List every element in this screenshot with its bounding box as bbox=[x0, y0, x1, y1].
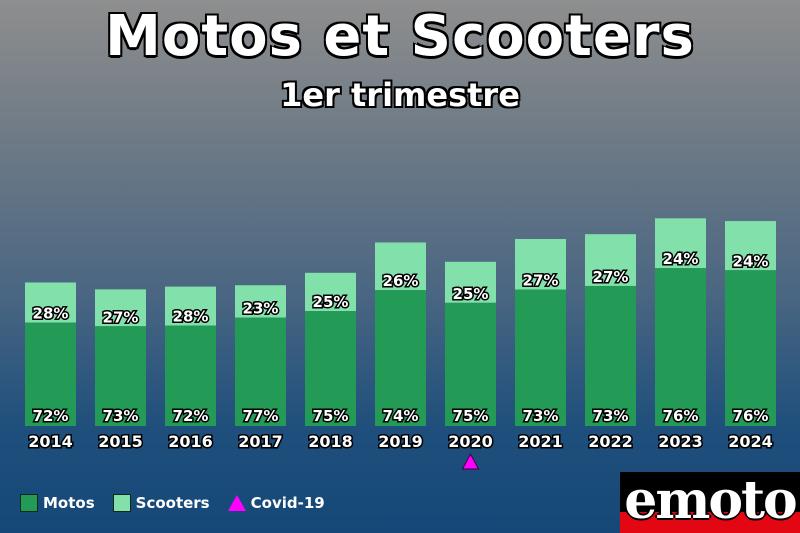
bar-scooters-2017 bbox=[235, 285, 286, 318]
emoto-logo: emoto bbox=[620, 472, 800, 533]
bar-motos-2021 bbox=[515, 289, 566, 426]
bar-scooters-2015 bbox=[95, 289, 146, 327]
stacked-bar-chart: 28% 72% 2014 27% 73% 2015 28% 72% 2016 23% 77% 2017… bbox=[25, 218, 776, 470]
bar-motos-2024 bbox=[725, 270, 776, 426]
label-motos-2023: 76% bbox=[663, 407, 699, 425]
legend-item-motos: Motos bbox=[20, 494, 95, 512]
bar-motos-2016 bbox=[165, 325, 216, 426]
bar-motos-2017 bbox=[235, 317, 286, 426]
bar-motos-2023 bbox=[655, 268, 706, 426]
label-motos-2024: 76% bbox=[733, 407, 769, 425]
label-motos-2020: 75% bbox=[453, 407, 489, 425]
label-scooters-2022: 27% bbox=[593, 268, 629, 286]
bar-motos-2020 bbox=[445, 302, 496, 426]
label-scooters-2021: 27% bbox=[523, 271, 559, 289]
logo-text: emoto bbox=[624, 472, 798, 531]
bar-motos-2015 bbox=[95, 326, 146, 426]
bar-scooters-2021 bbox=[515, 239, 566, 290]
x-tick-2022: 2022 bbox=[588, 432, 633, 451]
x-tick-2023: 2023 bbox=[658, 432, 703, 451]
legend-item-scooters: Scooters bbox=[112, 494, 210, 512]
x-tick-2019: 2019 bbox=[378, 432, 423, 451]
legend-item-covid: Covid-19 bbox=[227, 494, 325, 512]
x-tick-2016: 2016 bbox=[168, 432, 213, 451]
bar-scooters-2019 bbox=[375, 242, 426, 291]
bar-scooters-2014 bbox=[25, 282, 76, 323]
label-motos-2017: 77% bbox=[243, 407, 279, 425]
x-tick-2014: 2014 bbox=[28, 432, 73, 451]
x-tick-2024: 2024 bbox=[728, 432, 773, 451]
label-scooters-2017: 23% bbox=[243, 300, 279, 318]
bar-scooters-2020 bbox=[445, 261, 496, 303]
bar-scooters-2016 bbox=[165, 286, 216, 326]
chart-subtitle: 1er trimestre bbox=[280, 76, 520, 114]
label-motos-2021: 73% bbox=[523, 407, 559, 425]
bar-scooters-2023 bbox=[655, 218, 706, 269]
x-tick-2017: 2017 bbox=[238, 432, 283, 451]
legend-label-motos: Motos bbox=[43, 494, 95, 512]
legend-swatch-scooters bbox=[112, 494, 131, 512]
x-tick-2021: 2021 bbox=[518, 432, 563, 451]
chart-title: Motos et Scooters bbox=[105, 4, 695, 69]
x-tick-2018: 2018 bbox=[308, 432, 353, 451]
logo-red-band bbox=[620, 512, 800, 533]
bar-scooters-2018 bbox=[305, 272, 356, 312]
legend-label-scooters: Scooters bbox=[135, 494, 210, 512]
label-scooters-2023: 24% bbox=[663, 250, 699, 268]
label-motos-2014: 72% bbox=[33, 407, 69, 425]
label-scooters-2018: 25% bbox=[313, 293, 349, 311]
label-scooters-2019: 26% bbox=[383, 272, 419, 290]
label-scooters-2015: 27% bbox=[103, 308, 139, 326]
bar-motos-2022 bbox=[585, 285, 636, 426]
label-scooters-2014: 28% bbox=[33, 305, 69, 323]
legend-swatch-motos bbox=[20, 494, 38, 512]
label-motos-2019: 74% bbox=[383, 407, 419, 425]
bar-motos-2019 bbox=[375, 290, 426, 426]
bar-scooters-2024 bbox=[725, 221, 776, 271]
label-scooters-2016: 28% bbox=[173, 308, 209, 326]
label-motos-2016: 72% bbox=[173, 407, 209, 425]
label-scooters-2020: 25% bbox=[453, 285, 489, 303]
covid-triangle-icon bbox=[227, 495, 246, 511]
label-motos-2018: 75% bbox=[313, 407, 349, 425]
x-tick-2015: 2015 bbox=[98, 432, 143, 451]
bar-motos-2018 bbox=[305, 311, 356, 426]
legend-label-covid: Covid-19 bbox=[250, 494, 325, 512]
label-scooters-2024: 24% bbox=[733, 252, 769, 270]
x-tick-2020: 2020 bbox=[448, 432, 493, 451]
covid-marker-2020 bbox=[461, 452, 480, 470]
legend: Motos Scooters Covid-19 bbox=[20, 494, 343, 512]
label-motos-2015: 73% bbox=[103, 407, 139, 425]
bar-scooters-2022 bbox=[585, 234, 636, 286]
bar-motos-2014 bbox=[25, 322, 76, 426]
label-motos-2022: 73% bbox=[593, 407, 629, 425]
